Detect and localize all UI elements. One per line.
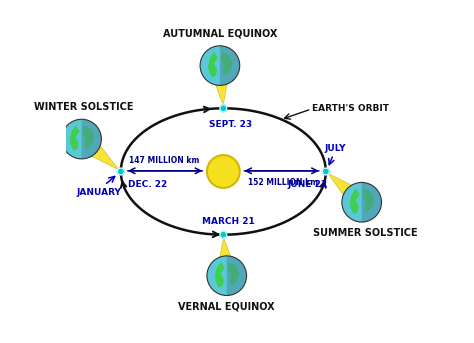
Polygon shape [74, 131, 118, 169]
Text: AUTUMNAL EQUINOX: AUTUMNAL EQUINOX [163, 28, 277, 38]
Text: VERNAL EQUINOX: VERNAL EQUINOX [178, 301, 275, 312]
Wedge shape [82, 119, 101, 159]
Text: MARCH 21: MARCH 21 [202, 217, 255, 226]
Polygon shape [228, 262, 240, 286]
Circle shape [118, 168, 124, 175]
Polygon shape [221, 52, 233, 75]
Polygon shape [82, 125, 94, 149]
Circle shape [220, 231, 227, 238]
Text: 152 MILLION km: 152 MILLION km [248, 178, 318, 187]
Circle shape [207, 155, 240, 188]
Text: 147 MILLION km: 147 MILLION km [129, 156, 199, 165]
Text: DEC. 22: DEC. 22 [128, 180, 167, 189]
Text: SUMMER SOLSTICE: SUMMER SOLSTICE [313, 228, 418, 238]
Text: JUNE 22: JUNE 22 [287, 180, 327, 189]
Circle shape [207, 256, 246, 296]
Circle shape [220, 105, 227, 112]
Wedge shape [362, 182, 382, 222]
Polygon shape [215, 262, 225, 287]
Circle shape [322, 168, 329, 175]
Circle shape [200, 46, 240, 85]
Wedge shape [220, 46, 240, 85]
Polygon shape [329, 174, 369, 211]
Circle shape [62, 119, 101, 159]
Text: EARTH'S ORBIT: EARTH'S ORBIT [312, 104, 389, 113]
Polygon shape [208, 52, 218, 78]
Text: SEPT. 23: SEPT. 23 [209, 120, 252, 129]
Text: JANUARY: JANUARY [76, 188, 121, 197]
Polygon shape [363, 188, 374, 212]
Polygon shape [216, 240, 237, 276]
Polygon shape [209, 65, 231, 103]
Circle shape [342, 182, 382, 222]
Text: JULY: JULY [325, 144, 346, 153]
Text: WINTER SOLSTICE: WINTER SOLSTICE [34, 102, 133, 112]
Polygon shape [350, 188, 360, 214]
Wedge shape [227, 256, 246, 296]
Polygon shape [70, 125, 80, 151]
